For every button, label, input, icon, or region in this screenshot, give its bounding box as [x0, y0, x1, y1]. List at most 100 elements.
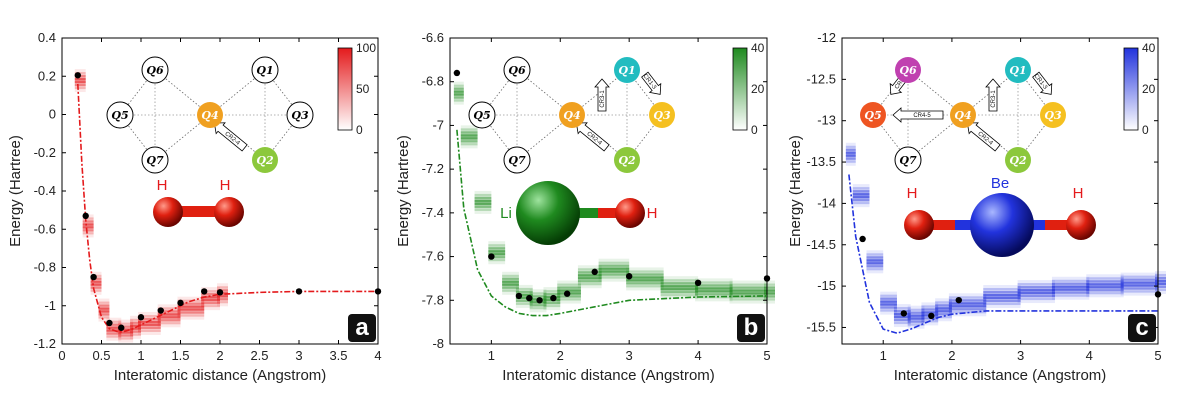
histogram-cell — [1017, 280, 1055, 286]
histogram-cell — [74, 75, 86, 81]
histogram-cell — [90, 289, 102, 295]
histogram-cell — [82, 223, 94, 229]
histogram-cell — [577, 277, 602, 283]
histogram-cell — [474, 199, 492, 205]
x-tick-label: 2 — [948, 348, 955, 363]
qubit-coupling — [872, 114, 909, 161]
histogram-cell — [82, 232, 94, 238]
data-point — [90, 273, 97, 281]
histogram-cell — [98, 316, 110, 322]
histogram-cell — [217, 283, 228, 289]
histogram-cell — [453, 90, 464, 96]
x-tick-label: 2 — [557, 348, 564, 363]
histogram-cell — [106, 317, 122, 323]
y-tick-label: -0.8 — [34, 260, 56, 275]
data-point — [591, 268, 598, 276]
histogram-cell — [90, 280, 102, 286]
histogram-cell — [893, 319, 911, 325]
histogram-cell — [983, 294, 1021, 300]
y-axis-label: Energy (Hartree) — [7, 135, 24, 247]
histogram-cell — [74, 84, 86, 90]
histogram-cell — [453, 84, 464, 90]
histogram-cell — [695, 293, 733, 299]
histogram-cell — [106, 335, 122, 341]
chart-panel-a: 0 0.5 1 1.5 2 2.5 3 3.5 4 0.4 0.2 0 -0.2 -0.4 -0.6 -0.8… — [7, 30, 382, 384]
qubit-coupling — [626, 114, 663, 161]
histogram-cell — [983, 285, 1021, 291]
histogram-cell — [729, 292, 767, 298]
bond — [598, 208, 628, 218]
y-tick-label: -1.2 — [34, 336, 56, 351]
histogram-cell — [460, 140, 478, 146]
histogram-cell — [82, 220, 94, 226]
histogram-cell — [177, 299, 205, 305]
histogram-cell — [488, 241, 506, 247]
x-axis-label: Interatomic distance (Angstrom) — [114, 367, 327, 384]
gate-arrow-shape — [594, 78, 610, 112]
histogram-cell — [529, 292, 547, 298]
data-point — [526, 294, 533, 302]
histogram-cell — [948, 305, 987, 311]
histogram-cell — [598, 270, 630, 276]
atom-be — [970, 193, 1034, 257]
histogram-cell — [217, 295, 228, 301]
qubit-label: Q1 — [256, 64, 273, 77]
x-tick-label: 1 — [488, 348, 495, 363]
histogram-cell — [557, 286, 581, 292]
colorbar-tick-label: 20 — [1142, 82, 1156, 96]
colorbar — [337, 47, 353, 131]
qubit-q1 — [1005, 57, 1031, 83]
y-tick-label: -13.5 — [806, 154, 836, 169]
histogram-cell — [138, 320, 161, 326]
histogram-cell — [660, 285, 699, 291]
histogram-cell — [852, 202, 870, 208]
histogram-cell — [935, 307, 952, 313]
histogram-cell — [1155, 279, 1166, 285]
qubit-label: Q7 — [508, 154, 526, 167]
histogram-cell — [488, 250, 506, 256]
qubit-label: Q6 — [899, 64, 917, 77]
histogram-cell — [1051, 282, 1090, 288]
histogram-cell — [845, 151, 856, 157]
qubit-q6 — [503, 56, 531, 84]
histogram-cell — [935, 310, 952, 316]
qubit-q7 — [141, 146, 169, 174]
histogram-cell — [217, 301, 228, 307]
histogram-cell — [935, 304, 952, 310]
histogram-cell — [201, 287, 220, 293]
qubit-q2 — [1005, 147, 1031, 173]
histogram-cell — [515, 299, 533, 305]
y-tick-label: -1 — [44, 298, 56, 313]
histogram-cell — [983, 300, 1021, 306]
histogram-cell — [460, 143, 478, 149]
gate-label: CR4-5 — [913, 113, 931, 119]
histogram-cell — [157, 316, 181, 322]
colorbar — [732, 47, 748, 131]
data-point — [536, 297, 543, 304]
histogram-cell — [1120, 287, 1158, 293]
atom-h — [214, 197, 244, 227]
histogram-cell — [557, 280, 581, 286]
histogram-cell — [157, 307, 181, 313]
x-tick-label: 3 — [1017, 348, 1024, 363]
qubit-label: Q1 — [1009, 64, 1026, 77]
y-tick-label: -15.5 — [806, 319, 836, 334]
qubit-label: Q2 — [256, 154, 274, 167]
histogram-cell — [907, 320, 925, 326]
exact-energy-line — [77, 83, 378, 333]
histogram-cell — [217, 292, 228, 298]
histogram-cell — [217, 298, 228, 304]
histogram-cell — [1120, 275, 1158, 281]
gate-arrow-shape — [641, 71, 662, 95]
histogram-cell — [577, 274, 602, 280]
histogram-cell — [82, 226, 94, 232]
histogram-cell — [98, 313, 110, 319]
data-point — [216, 289, 224, 296]
histogram-cell — [845, 148, 856, 154]
histogram-cell — [660, 288, 699, 294]
panel-badge — [737, 314, 765, 342]
histogram-cell — [529, 289, 547, 295]
histogram-cell — [138, 323, 161, 329]
